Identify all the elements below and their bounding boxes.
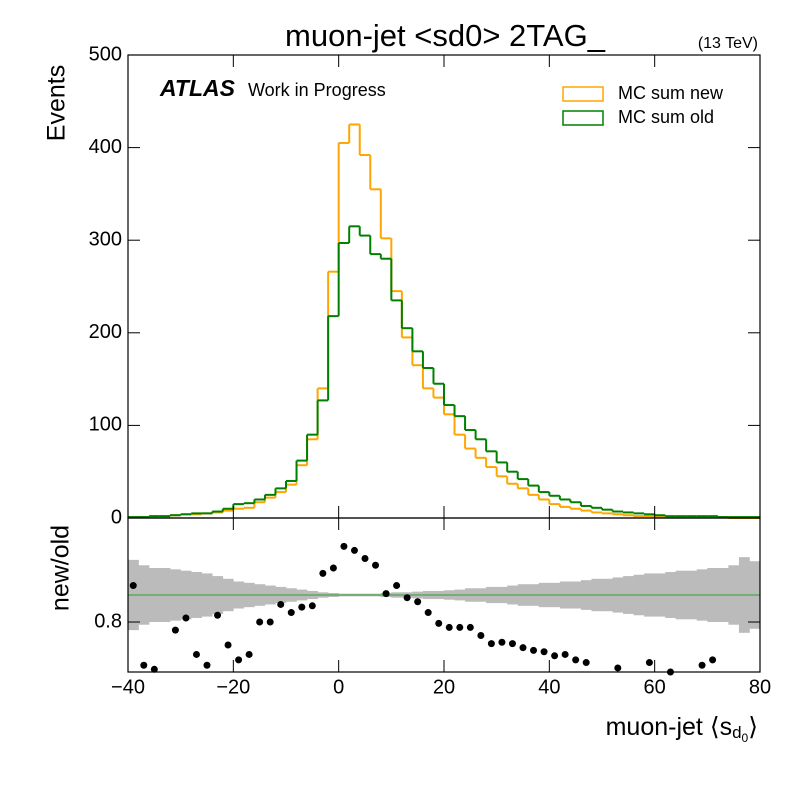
- ratio-point: [361, 555, 369, 563]
- ratio-y-axis-label: new/old: [47, 525, 75, 611]
- x-axis-label: muon-jet ⟨sd0⟩: [606, 713, 758, 746]
- ratio-point: [140, 661, 148, 669]
- ratio-point: [150, 665, 158, 673]
- x-label-sub: d: [732, 723, 741, 742]
- ratio-point: [129, 582, 137, 590]
- ratio-point: [698, 661, 706, 669]
- ratio-point: [171, 626, 179, 634]
- ratio-point: [508, 640, 516, 648]
- ratio-point: [614, 664, 622, 672]
- ratio-point: [487, 640, 495, 648]
- ratio-point: [414, 598, 422, 606]
- y-tick-label: 100: [89, 414, 122, 436]
- ratio-point: [582, 659, 590, 667]
- x-label-end: ⟩: [748, 713, 758, 741]
- ratio-point: [393, 582, 401, 590]
- ratio-point: [214, 611, 222, 619]
- ratio-point: [551, 652, 559, 660]
- ratio-point: [424, 609, 432, 617]
- ratio-point: [540, 648, 548, 656]
- ratio-point: [709, 656, 717, 664]
- y-tick-label: 0.8: [94, 610, 122, 632]
- y-tick-label: 400: [89, 136, 122, 158]
- ratio-point: [277, 600, 285, 608]
- ratio-point: [445, 623, 453, 631]
- ratio-point: [477, 632, 485, 640]
- ratio-point: [287, 609, 295, 617]
- ratio-point: [530, 646, 538, 654]
- ratio-point: [192, 650, 200, 658]
- ratio-point: [498, 638, 506, 646]
- ratio-point: [466, 623, 474, 631]
- ratio-point: [561, 650, 569, 658]
- ratio-point: [519, 644, 527, 652]
- ratio-point: [182, 614, 190, 622]
- ratio-point: [382, 590, 390, 598]
- x-label-main: muon-jet ⟨s: [606, 713, 732, 741]
- ratio-point: [340, 542, 348, 550]
- x-tick-label: 60: [644, 676, 666, 698]
- chart-title: muon-jet <sd0> 2TAG_: [285, 18, 606, 53]
- legend-label: MC sum old: [618, 107, 714, 127]
- x-tick-label: 0: [333, 676, 344, 698]
- ratio-point: [319, 569, 327, 577]
- ratio-point: [203, 661, 211, 669]
- ratio-point: [645, 659, 653, 667]
- y-tick-label: 500: [89, 43, 122, 65]
- y-tick-label: 300: [89, 228, 122, 250]
- x-tick-label: 20: [433, 676, 455, 698]
- ratio-point: [350, 546, 358, 554]
- ratio-point: [308, 602, 316, 610]
- y-tick-label: 0: [111, 506, 122, 528]
- legend-label: MC sum new: [618, 83, 724, 103]
- ratio-point: [403, 594, 411, 602]
- ratio-point: [372, 561, 380, 569]
- ratio-point: [266, 618, 274, 626]
- ratio-point: [256, 618, 264, 626]
- ratio-point: [456, 623, 464, 631]
- y-tick-label: 200: [89, 321, 122, 343]
- ratio-point: [298, 603, 306, 611]
- atlas-label: ATLAS: [159, 75, 236, 101]
- x-tick-label: −20: [216, 676, 250, 698]
- chart-subtitle: (13 TeV): [698, 35, 758, 52]
- x-label-subsub: 0: [742, 731, 749, 745]
- x-tick-label: 40: [538, 676, 560, 698]
- ratio-point: [235, 656, 243, 664]
- x-tick-label: −40: [111, 676, 145, 698]
- status-label: Work in Progress: [248, 80, 386, 100]
- ratio-point: [329, 564, 337, 572]
- legend-swatch: [562, 110, 604, 126]
- ratio-point: [572, 656, 580, 664]
- ratio-point: [435, 619, 443, 627]
- x-tick-label: 80: [749, 676, 771, 698]
- y-axis-label: Events: [43, 65, 71, 141]
- ratio-point: [224, 641, 232, 649]
- ratio-point: [245, 650, 253, 658]
- legend-swatch: [562, 86, 604, 102]
